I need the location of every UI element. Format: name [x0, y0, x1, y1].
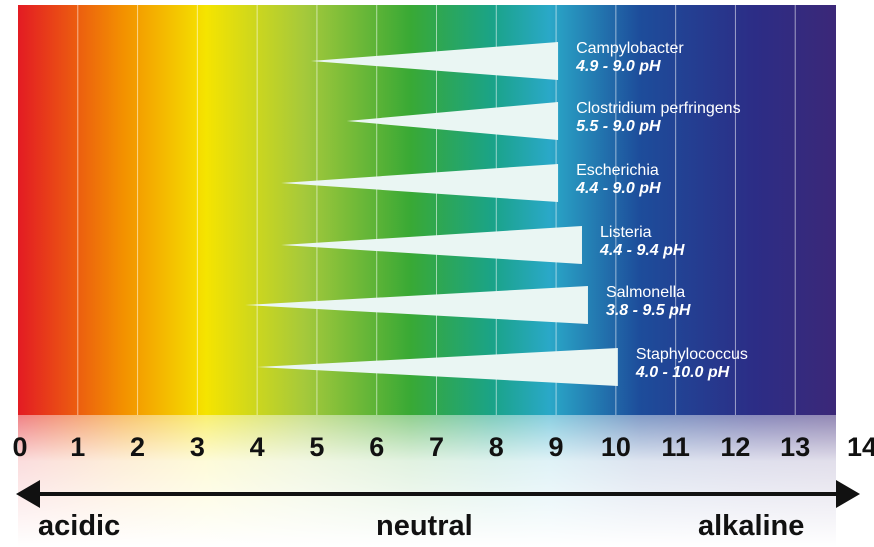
- ph-tick-13: 13: [780, 432, 811, 462]
- bacteria-ph-range: 3.8 - 9.5 pH: [605, 302, 691, 319]
- ph-gridlines: [77, 5, 796, 415]
- wedge-listeria: [281, 226, 582, 264]
- ph-tick-10: 10: [600, 432, 631, 462]
- ph-tick-2: 2: [130, 432, 146, 462]
- ph-tick-12: 12: [720, 432, 751, 462]
- acidic-label: acidic: [38, 510, 121, 542]
- neutral-label: neutral: [376, 510, 473, 542]
- alkaline-label: alkaline: [698, 510, 805, 542]
- bacteria-name: Listeria: [599, 224, 652, 241]
- wedge-escherichia: [281, 164, 559, 202]
- ph-tick-7: 7: [428, 432, 445, 462]
- ph-tick-9: 9: [548, 432, 564, 462]
- wedge-staphylococcus: [257, 348, 618, 386]
- ph-tick-8: 8: [488, 432, 504, 462]
- bacteria-name: Clostridium perfringens: [576, 100, 741, 117]
- ph-spectrum-band: [18, 5, 836, 415]
- bacteria-ph-range: 4.4 - 9.4 pH: [599, 242, 685, 259]
- tolerance-wedges: [245, 42, 618, 386]
- ph-tick-3: 3: [189, 432, 205, 462]
- wedge-campylobacter: [310, 42, 559, 80]
- ph-tick-0: 0: [12, 432, 28, 462]
- ph-tick-6: 6: [369, 432, 385, 462]
- bacteria-ph-range: 4.0 - 10.0 pH: [635, 364, 730, 381]
- wedge-clostridium-perfringens: [346, 102, 559, 140]
- ph-arrow-right-head: [836, 480, 860, 508]
- bacteria-ph-range: 4.9 - 9.0 pH: [576, 58, 661, 75]
- bacteria-name: Campylobacter: [576, 40, 684, 57]
- ph-arrow: [16, 480, 860, 508]
- bacteria-name: Escherichia: [576, 162, 659, 179]
- wedge-salmonella: [245, 286, 588, 324]
- ph-tick-5: 5: [309, 432, 325, 462]
- ph-tick-4: 4: [249, 432, 265, 462]
- ph-tick-14: 14: [846, 432, 874, 462]
- ph-spectrum-fade-overlay: [0, 415, 874, 547]
- ph-tick-1: 1: [70, 432, 86, 462]
- bacteria-name: Salmonella: [605, 284, 686, 301]
- bacteria-name: Staphylococcus: [635, 346, 748, 363]
- ph-arrow-left-head: [16, 480, 40, 508]
- bacteria-ph-range: 5.5 - 9.0 pH: [576, 118, 661, 135]
- bacteria-ph-range: 4.4 - 9.0 pH: [576, 180, 661, 197]
- ph-tick-11: 11: [661, 432, 690, 462]
